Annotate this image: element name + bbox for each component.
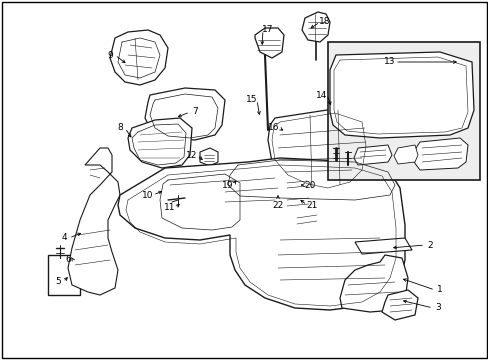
Polygon shape [354, 238, 411, 254]
Text: 20: 20 [304, 180, 315, 189]
Polygon shape [200, 148, 218, 166]
Text: 15: 15 [246, 95, 257, 104]
Polygon shape [291, 208, 319, 231]
Bar [327, 42, 479, 180]
Polygon shape [128, 118, 192, 168]
Polygon shape [267, 108, 371, 192]
Polygon shape [329, 52, 473, 138]
Text: 10: 10 [142, 190, 153, 199]
Polygon shape [118, 158, 404, 310]
Text: 8: 8 [117, 123, 122, 132]
Text: 19: 19 [222, 180, 233, 189]
Polygon shape [339, 255, 407, 312]
Polygon shape [302, 12, 329, 42]
Text: 3: 3 [434, 303, 440, 312]
Polygon shape [284, 175, 309, 195]
Text: 17: 17 [262, 26, 273, 35]
Polygon shape [413, 138, 467, 170]
Text: 7: 7 [192, 108, 198, 117]
Text: 1: 1 [436, 285, 442, 294]
Polygon shape [218, 170, 282, 215]
Text: 21: 21 [305, 201, 317, 210]
Text: 12: 12 [186, 150, 197, 159]
Text: 4: 4 [61, 234, 67, 243]
Polygon shape [145, 88, 224, 140]
Text: 6: 6 [65, 256, 71, 265]
Text: 2: 2 [427, 240, 432, 249]
Polygon shape [283, 193, 311, 213]
Polygon shape [110, 30, 168, 85]
Polygon shape [68, 148, 120, 295]
Polygon shape [48, 255, 80, 295]
Text: 13: 13 [384, 58, 395, 67]
Polygon shape [353, 145, 391, 165]
Polygon shape [155, 168, 247, 232]
Text: 14: 14 [316, 90, 327, 99]
Text: 11: 11 [164, 203, 175, 212]
Text: 9: 9 [107, 50, 113, 59]
Text: 22: 22 [272, 201, 283, 210]
Polygon shape [254, 28, 284, 58]
Polygon shape [381, 290, 417, 320]
Text: 16: 16 [268, 123, 279, 132]
Polygon shape [393, 145, 417, 164]
Text: 5: 5 [55, 278, 61, 287]
Polygon shape [262, 188, 285, 210]
Text: 18: 18 [319, 18, 330, 27]
